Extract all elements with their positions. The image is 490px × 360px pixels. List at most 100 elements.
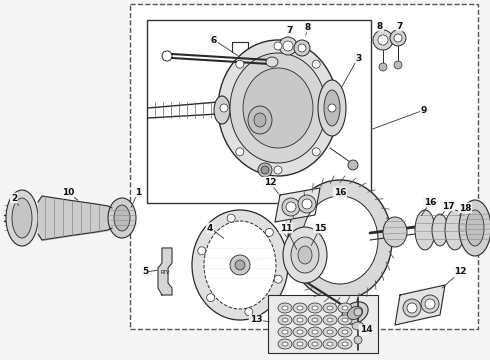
Ellipse shape — [390, 30, 406, 46]
Text: 5: 5 — [142, 267, 148, 276]
Ellipse shape — [236, 148, 244, 156]
Ellipse shape — [266, 228, 273, 237]
Ellipse shape — [278, 327, 292, 337]
Ellipse shape — [312, 306, 318, 310]
Ellipse shape — [324, 90, 340, 126]
Ellipse shape — [338, 315, 352, 325]
Text: 7: 7 — [287, 26, 293, 35]
Ellipse shape — [278, 315, 292, 325]
Text: 11: 11 — [280, 224, 292, 233]
Ellipse shape — [373, 30, 393, 50]
Ellipse shape — [308, 303, 322, 313]
Ellipse shape — [415, 210, 435, 250]
Ellipse shape — [312, 148, 320, 156]
Ellipse shape — [293, 303, 307, 313]
Ellipse shape — [220, 104, 228, 112]
Ellipse shape — [352, 322, 364, 330]
Ellipse shape — [312, 318, 318, 322]
Ellipse shape — [198, 247, 206, 255]
Ellipse shape — [279, 37, 297, 55]
Ellipse shape — [348, 160, 358, 170]
Ellipse shape — [283, 227, 327, 283]
Ellipse shape — [459, 200, 490, 256]
Text: 15: 15 — [314, 224, 326, 233]
Bar — [147, 20, 371, 203]
Text: 16: 16 — [334, 188, 346, 197]
Text: 12: 12 — [264, 177, 276, 186]
Ellipse shape — [282, 342, 288, 346]
Ellipse shape — [298, 44, 306, 52]
Ellipse shape — [308, 339, 322, 349]
Ellipse shape — [323, 327, 337, 337]
Ellipse shape — [302, 199, 312, 209]
Ellipse shape — [288, 180, 392, 300]
Ellipse shape — [282, 198, 300, 216]
Text: 10: 10 — [62, 188, 74, 197]
Text: 8: 8 — [377, 22, 383, 31]
Ellipse shape — [383, 217, 407, 247]
Text: 3: 3 — [355, 54, 361, 63]
Ellipse shape — [274, 275, 282, 283]
Ellipse shape — [338, 327, 352, 337]
Ellipse shape — [297, 318, 303, 322]
Ellipse shape — [298, 195, 316, 213]
Ellipse shape — [425, 299, 435, 309]
Ellipse shape — [394, 61, 402, 69]
Text: 18: 18 — [459, 203, 471, 212]
Ellipse shape — [254, 113, 266, 127]
Ellipse shape — [278, 303, 292, 313]
Bar — [130, 4, 478, 329]
Ellipse shape — [327, 330, 333, 334]
Ellipse shape — [378, 35, 388, 45]
Ellipse shape — [302, 196, 378, 284]
Ellipse shape — [421, 295, 439, 313]
Ellipse shape — [342, 330, 348, 334]
Ellipse shape — [218, 40, 338, 176]
Ellipse shape — [283, 41, 293, 51]
Ellipse shape — [403, 299, 421, 317]
Ellipse shape — [445, 210, 465, 250]
Ellipse shape — [327, 306, 333, 310]
Ellipse shape — [338, 339, 352, 349]
Ellipse shape — [282, 306, 288, 310]
Polygon shape — [158, 248, 172, 295]
Ellipse shape — [318, 80, 346, 136]
Ellipse shape — [245, 308, 253, 316]
Ellipse shape — [12, 198, 32, 238]
Ellipse shape — [342, 342, 348, 346]
Text: 1: 1 — [135, 188, 141, 197]
Ellipse shape — [235, 260, 245, 270]
Ellipse shape — [327, 318, 333, 322]
Ellipse shape — [286, 202, 296, 212]
Ellipse shape — [342, 306, 348, 310]
Ellipse shape — [342, 318, 348, 322]
Ellipse shape — [297, 306, 303, 310]
Text: 14: 14 — [360, 325, 372, 334]
Ellipse shape — [354, 308, 362, 316]
Ellipse shape — [354, 336, 362, 344]
Ellipse shape — [312, 330, 318, 334]
Ellipse shape — [308, 315, 322, 325]
Ellipse shape — [323, 339, 337, 349]
Ellipse shape — [297, 330, 303, 334]
Ellipse shape — [282, 318, 288, 322]
Ellipse shape — [328, 104, 336, 112]
Ellipse shape — [323, 315, 337, 325]
Ellipse shape — [327, 342, 333, 346]
Ellipse shape — [379, 63, 387, 71]
Bar — [268, 295, 378, 353]
Ellipse shape — [192, 210, 288, 320]
Ellipse shape — [293, 315, 307, 325]
Ellipse shape — [342, 302, 368, 324]
Ellipse shape — [297, 342, 303, 346]
Ellipse shape — [214, 96, 230, 124]
Ellipse shape — [394, 34, 402, 42]
Ellipse shape — [114, 205, 130, 231]
Ellipse shape — [432, 214, 448, 246]
Ellipse shape — [236, 60, 244, 68]
Ellipse shape — [227, 214, 235, 222]
Text: 7: 7 — [397, 22, 403, 31]
Ellipse shape — [298, 246, 312, 264]
Ellipse shape — [230, 255, 250, 275]
Text: 12: 12 — [454, 267, 466, 276]
